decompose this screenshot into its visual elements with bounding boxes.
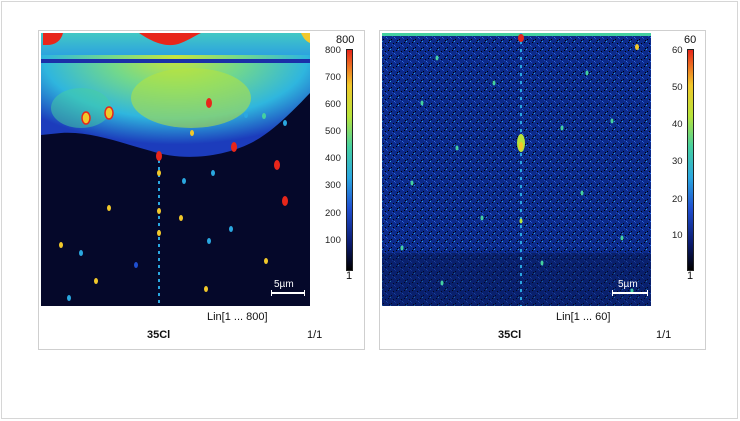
colorbar-tick: 800: [325, 45, 341, 56]
frame-counter: 1/1: [307, 329, 323, 341]
ion-image-panel-right: 5µm 60 60 50 40 30 20 10 1 Lin[1 ... 60]…: [379, 30, 706, 350]
colorbar-min-label: 1: [346, 270, 353, 282]
element-label: 35Cl: [498, 329, 522, 341]
colorbar-tick: 30: [672, 156, 683, 167]
colorbar: [346, 49, 353, 271]
colorbar-tick: 20: [672, 194, 683, 205]
ion-map-left: [41, 33, 310, 306]
colorbar-tick: 60: [672, 45, 683, 56]
colorbar-tick: 10: [672, 230, 683, 241]
colorbar-tick: 500: [325, 126, 341, 137]
scale-bar: [612, 290, 648, 296]
colorbar: [687, 49, 694, 271]
colorbar-tick: 200: [325, 208, 341, 219]
colorbar-max-label: 800: [336, 34, 355, 46]
scale-bar: [271, 290, 305, 296]
colorbar-tick: 50: [672, 82, 683, 93]
scale-label: 5µm: [618, 279, 638, 290]
range-label: Lin[1 ... 60]: [556, 311, 611, 323]
colorbar-tick: 100: [325, 235, 341, 246]
colorbar-min-label: 1: [687, 270, 694, 282]
scale-label: 5µm: [274, 279, 294, 290]
ion-image-panel-left: 5µm 800 800 700 600 500 400 300 200 100 …: [38, 30, 365, 350]
ion-map-right: [382, 33, 651, 306]
colorbar-tick: 40: [672, 119, 683, 130]
frame-counter: 1/1: [656, 329, 672, 341]
colorbar-tick: 300: [325, 180, 341, 191]
colorbar-max-label: 60: [684, 34, 697, 46]
element-label: 35Cl: [147, 329, 171, 341]
colorbar-tick: 400: [325, 153, 341, 164]
hot-spots: [59, 98, 288, 301]
range-label: Lin[1 ... 800]: [207, 311, 268, 323]
colorbar-tick: 600: [325, 99, 341, 110]
colorbar-tick: 700: [325, 72, 341, 83]
